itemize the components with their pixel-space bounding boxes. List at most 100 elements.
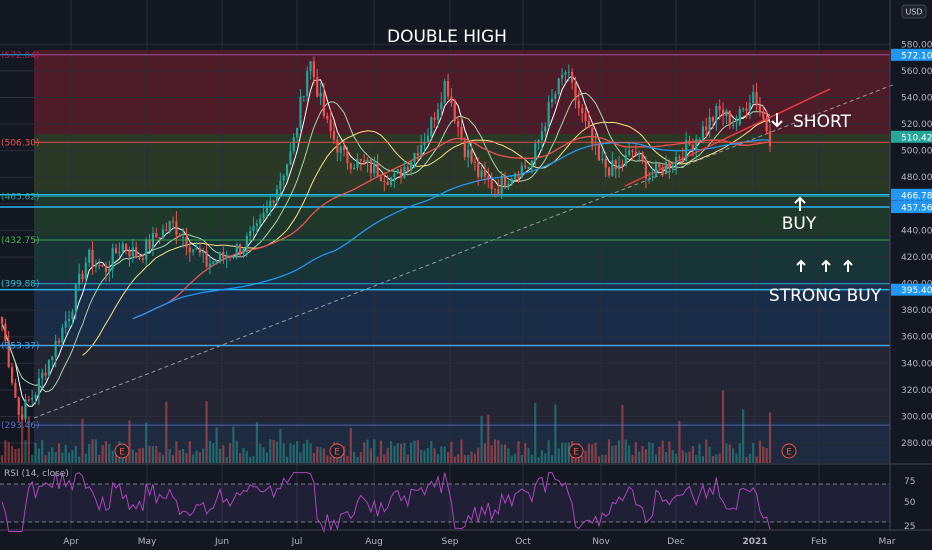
volume-bar [249,456,252,463]
volume-bar [748,453,751,463]
candle [671,161,674,173]
volume-bar [208,440,212,463]
candle [554,91,557,104]
earnings-marker-3[interactable]: E [568,443,584,459]
annotation-buy: BUY [782,196,817,234]
candle [410,160,413,176]
price-tag-box-4 [891,283,932,296]
candle [118,242,121,257]
candle [715,103,718,132]
y-tick-340: 340.00 [901,359,932,369]
volume-bar [383,454,386,463]
candle [628,142,631,157]
candle [617,156,621,178]
candle [433,112,436,128]
candle [326,112,329,124]
rsi-tick-50: 50 [904,498,916,508]
volume-bar [14,448,17,463]
fib-label-2: (465.62) [1,192,40,202]
candle [762,105,765,121]
volume-bar [389,441,393,463]
volume-bar [161,454,165,463]
earnings-marker-2[interactable]: E [329,443,345,459]
rsi-tick-75: 75 [904,477,915,487]
candle [621,159,624,172]
price-tag-box-0 [891,48,932,61]
volume-bar [232,426,235,463]
volume-bar [410,442,413,463]
rsi-pane: RSI (14, close) 75 50 25 [0,463,932,534]
earnings-marker-1[interactable]: E [114,443,130,459]
volume-bar [225,456,228,463]
candle [765,109,768,135]
candle [67,310,71,329]
volume-bar [436,453,440,463]
x-label-nov: Nov [592,537,610,547]
volume-bar [517,441,520,463]
candle [463,137,466,161]
volume-bar [560,442,564,463]
candle [520,162,523,179]
price-tag-4: 395.40 [901,286,932,296]
candle [245,232,248,257]
volume-bar [393,445,396,463]
volume-bar [285,456,289,463]
volume-bar [195,450,198,463]
annotation-strong-buy-label: STRONG BUY [769,286,882,306]
candle [557,77,560,96]
volume-bar [94,439,97,463]
volume-bar [205,401,208,463]
candle [141,253,144,264]
volume-bar [752,442,755,463]
candle [279,172,282,197]
ma-50 [132,135,771,320]
candle [594,133,597,156]
candle [205,244,208,269]
currency-badge[interactable]: USD [901,4,927,19]
volume-bar [31,454,34,463]
volume-bar [262,447,265,463]
volume-bar [88,443,91,463]
candle [316,68,319,98]
candle [540,122,544,151]
volume-bar [631,455,634,463]
volume-bar [21,406,24,463]
y-tick-440: 440.00 [901,226,932,236]
candle [664,155,668,175]
volume-bar [74,445,77,463]
candle [178,233,181,238]
volume-bar [306,439,309,463]
rsi-line [1,472,771,534]
volume-bar [607,439,611,463]
candle [698,137,701,142]
candle [10,362,14,386]
price-tag-3: 457.56 [901,204,932,214]
volume-bar [406,454,409,463]
earnings-marker-4[interactable]: E [781,443,797,459]
volume-bar [296,441,299,463]
fib-label-5: (353.37) [1,342,40,352]
candle [14,378,17,398]
candle [4,318,7,347]
candle [319,82,322,106]
candle [185,227,188,256]
svg-text:E: E [334,448,340,458]
candle [128,246,131,267]
volume-bar [601,454,604,463]
volume-bar [218,448,222,463]
volume-bar [272,439,275,463]
volume-bar [634,442,637,463]
candle [212,261,215,267]
price-tag-2: 466.78 [901,191,932,201]
volume-bar [480,415,483,463]
fib-level-labels: (572.04) (506.30) (465.62) (432.75) (399.88)… [1,51,890,431]
volume-bar [768,412,772,463]
candle [681,147,684,162]
arrow-up-icon [843,259,853,272]
candle [98,258,101,270]
candle [453,99,456,124]
candle [705,117,708,139]
volume-bar [44,455,47,463]
candle [74,283,77,320]
x-label-may: May [138,537,157,547]
